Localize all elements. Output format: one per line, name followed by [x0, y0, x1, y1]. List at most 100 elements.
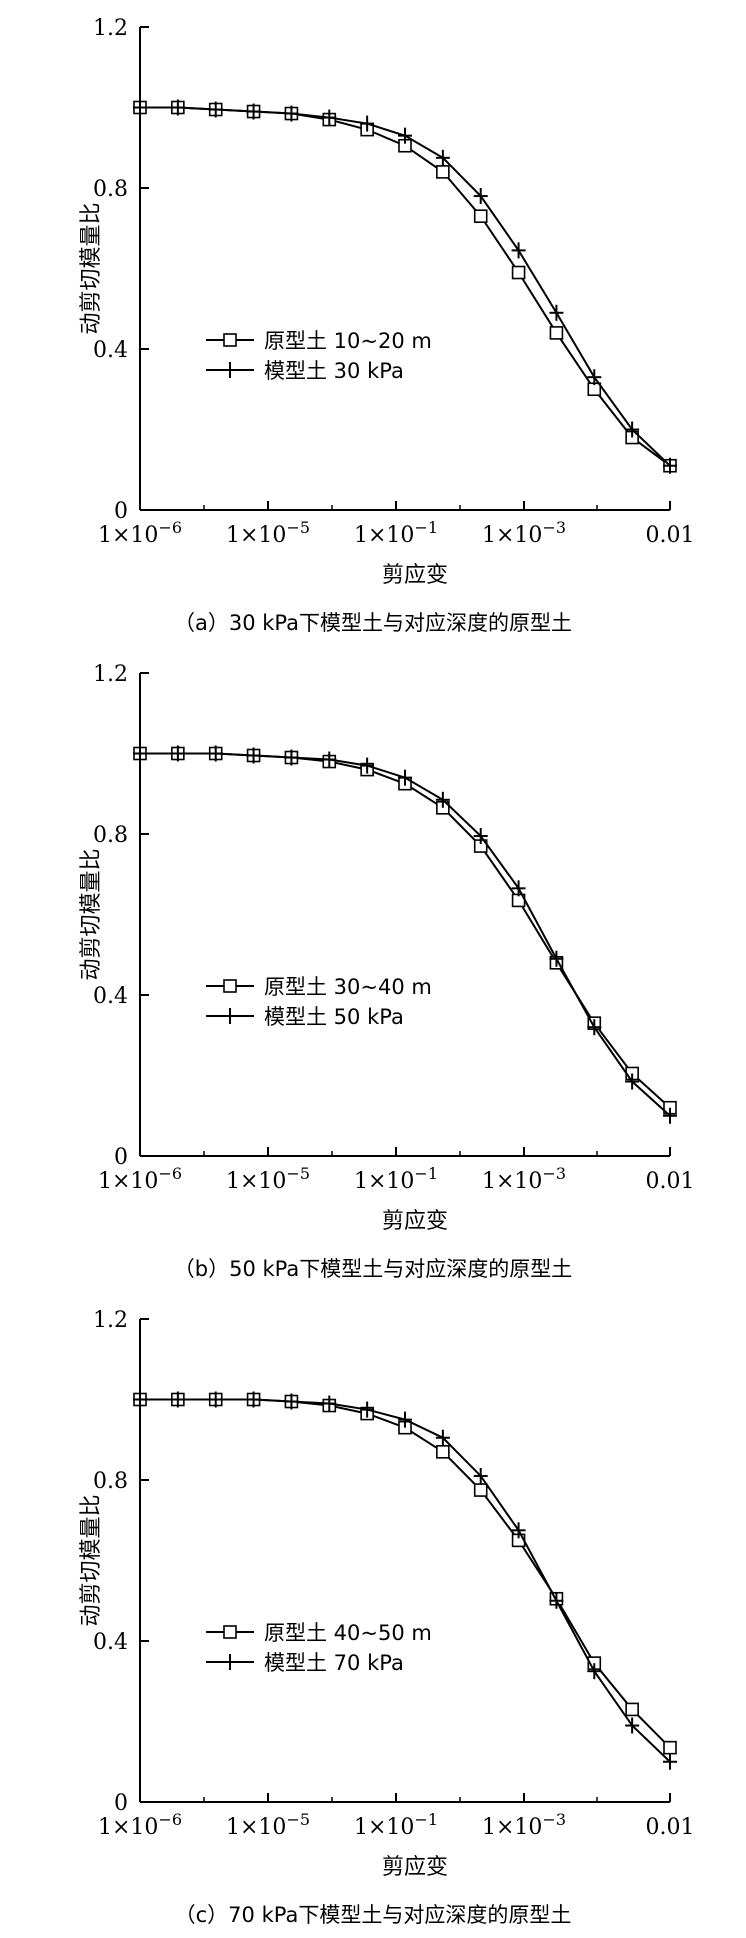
chart-a-point-plus: [170, 99, 185, 116]
chart-c-point-square: [436, 1445, 450, 1459]
chart-c-y-tick-label: 0: [114, 1791, 128, 1816]
chart-b-point-plus: [625, 1073, 640, 1090]
chart-c-point-plus: [511, 1522, 526, 1539]
chart-a-point-plus: [322, 109, 337, 126]
chart-b-point-plus: [246, 747, 261, 764]
chart-c-legend-label-2: 模型土 70 kPa: [264, 1651, 404, 1675]
chart-b-series-line-2: [140, 752, 671, 1117]
chart-b-point-plus: [663, 1107, 677, 1124]
chart-a-point-plus: [511, 242, 526, 259]
chart-b-point-plus: [473, 828, 488, 845]
chart-b-x-tick-label: 1×10−5: [226, 1164, 310, 1194]
chart-b-y-tick-label: 1.2: [93, 662, 128, 687]
chart-c-y-tick-label: 0.8: [93, 1469, 128, 1494]
chart-b-point-plus: [549, 950, 564, 967]
chart-c-legend-label-1: 原型土 40~50 m: [264, 1621, 432, 1645]
chart-a-point-square: [436, 165, 450, 179]
chart-a-point-plus: [473, 188, 488, 205]
chart-b-point-plus: [133, 745, 147, 762]
chart-c-x-tick-label: 1×10−3: [482, 1810, 566, 1840]
chart-b-legend-label-2: 模型土 50 kPa: [264, 1005, 404, 1029]
chart-a-point-plus: [208, 101, 223, 118]
chart-c-point-plus: [133, 1391, 147, 1408]
chart-c-point-plus: [625, 1717, 640, 1734]
chart-c-point-plus: [360, 1401, 375, 1418]
chart-b-x-tick-label: 1×10−1: [354, 1164, 438, 1194]
chart-a-y-tick-label: 0: [114, 499, 128, 524]
chart-b-point-plus: [587, 1019, 602, 1036]
chart-a-point-plus: [360, 115, 375, 132]
chart-c-point-plus: [398, 1411, 412, 1428]
chart-c-y-tick-label: 0.4: [93, 1630, 128, 1655]
chart-c-legend-marker-plus: [223, 1654, 237, 1670]
chart-a-point-square: [473, 209, 488, 223]
chart-b-legend-label-1: 原型土 30~40 m: [264, 975, 432, 999]
chart-a-legend-marker-plus: [223, 362, 237, 378]
chart-a-point-plus: [549, 304, 564, 321]
chart-b-point-plus: [511, 880, 526, 897]
chart-a-x-tick-label: 0.01: [646, 523, 695, 548]
chart-b-series-line-1: [140, 752, 671, 1109]
chart-c-x-axis-title: 剪应变: [382, 1855, 448, 1880]
chart-a-point-square: [549, 326, 564, 340]
chart-a-point-square: [511, 265, 526, 280]
chart-c-x-tick-label: 1×10−6: [98, 1810, 182, 1840]
chart-a-point-plus: [587, 369, 602, 386]
chart-c-y-tick-label: 1.2: [93, 1308, 128, 1333]
chart-a-point-plus: [398, 127, 412, 144]
chart-a-point-plus: [435, 149, 450, 166]
chart-c-series-line-1: [140, 1398, 671, 1749]
chart-c-caption: （c）70 kPa下模型土与对应深度的原型土: [175, 1903, 572, 1927]
chart-c-y-axis-title: 动剪切模量比: [79, 1494, 104, 1626]
chart-c-point-plus: [322, 1395, 337, 1412]
chart-b-x-tick-label: 1×10−3: [482, 1164, 566, 1194]
chart-a-svg: 0 0.4 0.8 1.2 1×10−6 1×10−5 1×10−1 1×10−3 0.01 剪应…: [79, 16, 695, 635]
chart-a-y-tick-label: 1.2: [93, 16, 128, 41]
chart-c-point-plus: [663, 1753, 677, 1770]
chart-c-svg: 0 0.4 0.8 1.2 1×10−6 1×10−5 1×10−1 1×10−3 0.01 剪应…: [79, 1308, 695, 1927]
chart-c-point-square: [625, 1702, 639, 1717]
chart-b-y-tick-label: 0.4: [93, 984, 128, 1009]
chart-b-point-plus: [435, 791, 450, 808]
chart-a-series-line-1: [140, 106, 671, 467]
chart-c-point-square: [473, 1483, 488, 1497]
chart-b-x-axis-title: 剪应变: [382, 1209, 448, 1234]
chart-c-point-square: [663, 1740, 677, 1755]
chart-c-series-line-2: [140, 1398, 671, 1763]
chart-a-x-tick-label: 1×10−6: [98, 518, 182, 548]
chart-a-x-tick-label: 1×10−1: [354, 518, 438, 548]
chart-b-x-tick-label: 0.01: [646, 1169, 695, 1194]
chart-b-caption: （b）50 kPa下模型土与对应深度的原型土: [174, 1257, 572, 1281]
chart-b-point-plus: [398, 769, 412, 786]
chart-c-point-plus: [170, 1391, 185, 1408]
chart-a-y-axis-title: 动剪切模量比: [79, 202, 104, 334]
chart-c-x-tick-label: 1×10−5: [226, 1810, 310, 1840]
chart-a-legend-label-2: 模型土 30 kPa: [264, 359, 404, 383]
chart-a-y-tick-label: 0.4: [93, 338, 128, 363]
chart-c-point-plus: [473, 1467, 488, 1484]
chart-b-y-axis-title: 动剪切模量比: [79, 848, 104, 980]
chart-c-point-plus: [246, 1391, 261, 1408]
chart-b-x-tick-label: 1×10−6: [98, 1164, 182, 1194]
chart-c-legend-marker-square: [223, 1625, 237, 1639]
chart-c-point-plus: [208, 1391, 223, 1408]
chart-a-y-tick-label: 0.8: [93, 177, 128, 202]
chart-a-series-line-2: [140, 106, 671, 467]
chart-a-point-plus: [625, 421, 640, 438]
chart-c-point-plus: [587, 1663, 602, 1680]
chart-a-caption: （a）30 kPa下模型土与对应深度的原型土: [174, 611, 572, 635]
chart-a-x-tick-label: 1×10−5: [226, 518, 310, 548]
chart-b-legend-marker-plus: [223, 1008, 237, 1024]
chart-b-y-tick-label: 0: [114, 1145, 128, 1170]
chart-a-legend-label-1: 原型土 10~20 m: [264, 329, 432, 353]
chart-a-point-plus: [133, 99, 147, 116]
chart-a-point-plus: [663, 457, 677, 474]
chart-b-point-plus: [284, 749, 299, 766]
chart-c-point-plus: [284, 1393, 299, 1410]
chart-a-x-tick-label: 1×10−3: [482, 518, 566, 548]
chart-b-point-plus: [170, 745, 185, 762]
chart-a-x-axis-title: 剪应变: [382, 563, 448, 588]
chart-c-x-tick-label: 0.01: [646, 1815, 695, 1840]
chart-b-svg: 0 0.4 0.8 1.2 1×10−6 1×10−5 1×10−1 1×10−3 0.01 剪应…: [79, 662, 695, 1281]
chart-c-x-tick-label: 1×10−1: [354, 1810, 438, 1840]
